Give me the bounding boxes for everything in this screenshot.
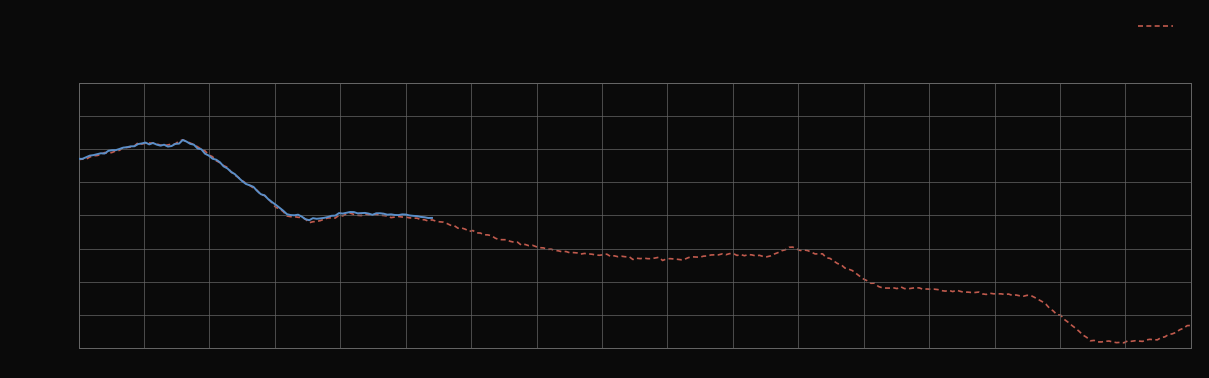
Legend: , : , (1138, 0, 1184, 34)
